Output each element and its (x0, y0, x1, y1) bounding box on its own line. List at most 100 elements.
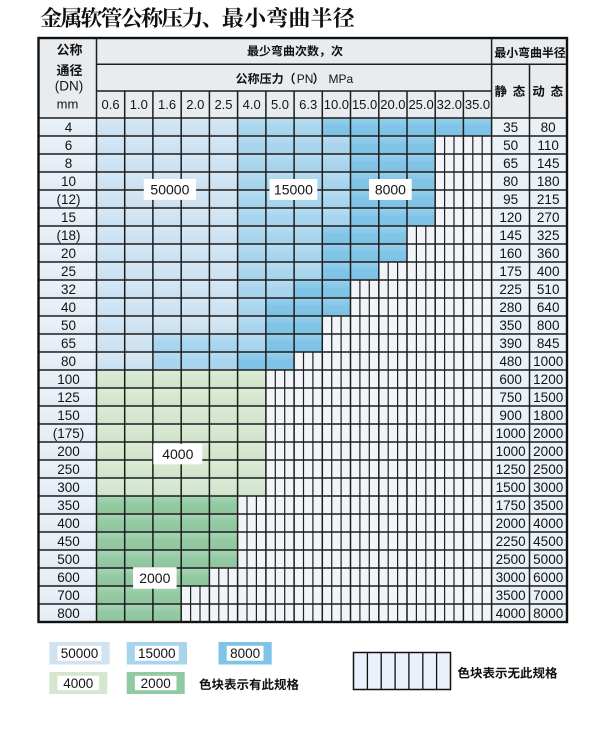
svg-text:845: 845 (537, 336, 560, 351)
svg-text:225: 225 (499, 282, 522, 297)
svg-text:20: 20 (61, 246, 76, 261)
svg-text:1.0: 1.0 (130, 97, 148, 112)
svg-text:180: 180 (537, 174, 560, 189)
svg-text:(12): (12) (56, 192, 80, 207)
svg-text:80: 80 (541, 120, 556, 135)
svg-text:110: 110 (537, 138, 559, 153)
svg-text:215: 215 (537, 192, 560, 207)
svg-text:50: 50 (503, 138, 518, 153)
svg-text:1200: 1200 (533, 372, 563, 387)
svg-text:600: 600 (499, 372, 522, 387)
svg-text:15: 15 (61, 210, 76, 225)
svg-text:1250: 1250 (496, 462, 526, 477)
svg-text:6.3: 6.3 (299, 97, 317, 112)
svg-text:3000: 3000 (533, 480, 563, 495)
svg-text:1000: 1000 (496, 444, 526, 459)
svg-text:2250: 2250 (496, 534, 526, 549)
svg-text:640: 640 (537, 300, 560, 315)
svg-text:2000: 2000 (533, 444, 563, 459)
svg-text:1000: 1000 (533, 354, 563, 369)
svg-text:800: 800 (537, 318, 560, 333)
svg-text:4000: 4000 (162, 446, 193, 462)
svg-text:65: 65 (503, 156, 518, 171)
svg-text:6: 6 (65, 138, 73, 153)
svg-text:6000: 6000 (533, 570, 563, 585)
svg-text:390: 390 (499, 336, 522, 351)
svg-text:8: 8 (65, 156, 73, 171)
svg-text:0.6: 0.6 (102, 97, 120, 112)
svg-text:1500: 1500 (496, 480, 526, 495)
svg-text:8000: 8000 (230, 646, 260, 661)
svg-text:80: 80 (61, 354, 76, 369)
svg-text:270: 270 (537, 210, 560, 225)
svg-text:15000: 15000 (274, 182, 313, 198)
svg-text:280: 280 (499, 300, 522, 315)
svg-text:175: 175 (499, 264, 522, 279)
svg-text:120: 120 (499, 210, 522, 225)
svg-text:(DN): (DN) (55, 79, 84, 94)
svg-text:480: 480 (499, 354, 522, 369)
svg-text:125: 125 (57, 390, 80, 405)
svg-text:360: 360 (537, 246, 560, 261)
svg-text:800: 800 (57, 606, 80, 621)
svg-text:15000: 15000 (138, 646, 176, 661)
svg-text:2000: 2000 (496, 516, 526, 531)
svg-text:50000: 50000 (61, 646, 99, 661)
svg-text:10.0: 10.0 (324, 97, 349, 112)
svg-text:32.0: 32.0 (437, 97, 462, 112)
svg-text:4: 4 (65, 120, 73, 135)
svg-text:(18): (18) (56, 228, 80, 243)
svg-text:2500: 2500 (533, 462, 563, 477)
svg-text:250: 250 (57, 462, 80, 477)
svg-text:4500: 4500 (533, 534, 563, 549)
svg-text:4.0: 4.0 (243, 97, 261, 112)
svg-text:15.0: 15.0 (352, 97, 377, 112)
svg-text:7000: 7000 (533, 588, 563, 603)
svg-text:2000: 2000 (139, 570, 170, 586)
svg-text:750: 750 (499, 390, 522, 405)
svg-text:8000: 8000 (533, 606, 563, 621)
svg-text:50000: 50000 (150, 181, 189, 197)
svg-text:145: 145 (499, 228, 522, 243)
svg-text:1000: 1000 (496, 426, 526, 441)
svg-text:MPa: MPa (329, 72, 354, 86)
svg-text:25: 25 (61, 264, 76, 279)
svg-text:3500: 3500 (533, 498, 563, 513)
svg-text:PN: PN (297, 72, 314, 86)
svg-text:600: 600 (57, 570, 80, 585)
svg-text:400: 400 (57, 516, 80, 531)
svg-text:20.0: 20.0 (380, 97, 405, 112)
svg-text:2000: 2000 (141, 676, 171, 691)
svg-text:2000: 2000 (533, 426, 563, 441)
svg-text:65: 65 (61, 336, 76, 351)
svg-text:8000: 8000 (375, 182, 406, 198)
svg-text:200: 200 (57, 444, 80, 459)
svg-text:40: 40 (61, 300, 76, 315)
svg-text:150: 150 (57, 408, 80, 423)
svg-text:1750: 1750 (496, 498, 526, 513)
svg-text:35: 35 (503, 120, 518, 135)
svg-text:325: 325 (537, 228, 560, 243)
svg-text:1800: 1800 (533, 408, 563, 423)
svg-text:160: 160 (499, 246, 522, 261)
svg-text:4000: 4000 (533, 516, 563, 531)
svg-text:350: 350 (499, 318, 522, 333)
svg-text:mm: mm (57, 97, 79, 112)
svg-text:2.0: 2.0 (186, 97, 204, 112)
svg-text:5.0: 5.0 (271, 97, 289, 112)
svg-text:35.0: 35.0 (465, 97, 490, 112)
svg-text:25.0: 25.0 (408, 97, 433, 112)
svg-text:3000: 3000 (496, 570, 526, 585)
svg-text:10: 10 (61, 174, 76, 189)
svg-text:4000: 4000 (496, 606, 526, 621)
svg-text:400: 400 (537, 264, 560, 279)
svg-text:900: 900 (499, 408, 522, 423)
svg-text:145: 145 (537, 156, 560, 171)
svg-text:510: 510 (537, 282, 560, 297)
svg-text:350: 350 (57, 498, 80, 513)
svg-text:2.5: 2.5 (214, 97, 232, 112)
svg-text:300: 300 (57, 480, 80, 495)
svg-text:95: 95 (503, 192, 518, 207)
svg-text:1500: 1500 (533, 390, 563, 405)
svg-text:500: 500 (57, 552, 80, 567)
